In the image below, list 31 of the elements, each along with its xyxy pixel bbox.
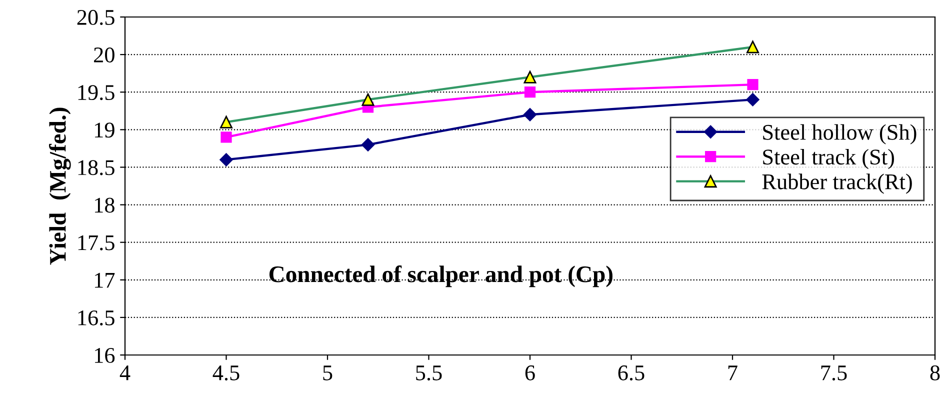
x-tick-label: 7: [728, 366, 738, 380]
x-tick-label: 4: [120, 366, 130, 380]
x-tick-label: 6: [525, 365, 535, 380]
y-tick-label: 18: [95, 198, 114, 213]
x-tick-label: 8: [930, 365, 940, 380]
y-tick-label: 18.5: [78, 160, 114, 176]
y-tick-label: 20.5: [77, 10, 114, 26]
x-axis-title: Connected of scalper and pot (Cp): [269, 265, 612, 288]
y-tick-label: 17: [95, 272, 115, 288]
point: [523, 108, 537, 122]
point: [220, 132, 232, 143]
x-tick-label: 5: [323, 366, 332, 380]
point: [747, 79, 758, 90]
x-tick-label: 5.5: [416, 366, 442, 380]
point: [220, 153, 233, 166]
point: [361, 138, 375, 152]
y-tick-label: 16: [95, 348, 115, 363]
y-axis-title: Yield (Mg/fed.): [48, 108, 71, 265]
point: [524, 86, 536, 98]
y-tick-label: 16.5: [78, 310, 114, 326]
y-tick-label: 17.5: [78, 235, 114, 250]
y-tick-label: 19.5: [78, 85, 114, 100]
x-tick-label: 4.5: [212, 366, 240, 380]
y-tick-label: 19: [95, 122, 114, 138]
point: [746, 93, 760, 106]
y-tick-label: 20: [94, 47, 114, 62]
legend-label: Steel hollow (Sh): [763, 124, 916, 144]
legend-label: Rubber track(Rt): [762, 174, 912, 194]
x-tick-label: 7.5: [821, 366, 847, 380]
legend-label: Steel track (St): [763, 148, 894, 170]
x-tick-label: 6.5: [618, 365, 644, 380]
